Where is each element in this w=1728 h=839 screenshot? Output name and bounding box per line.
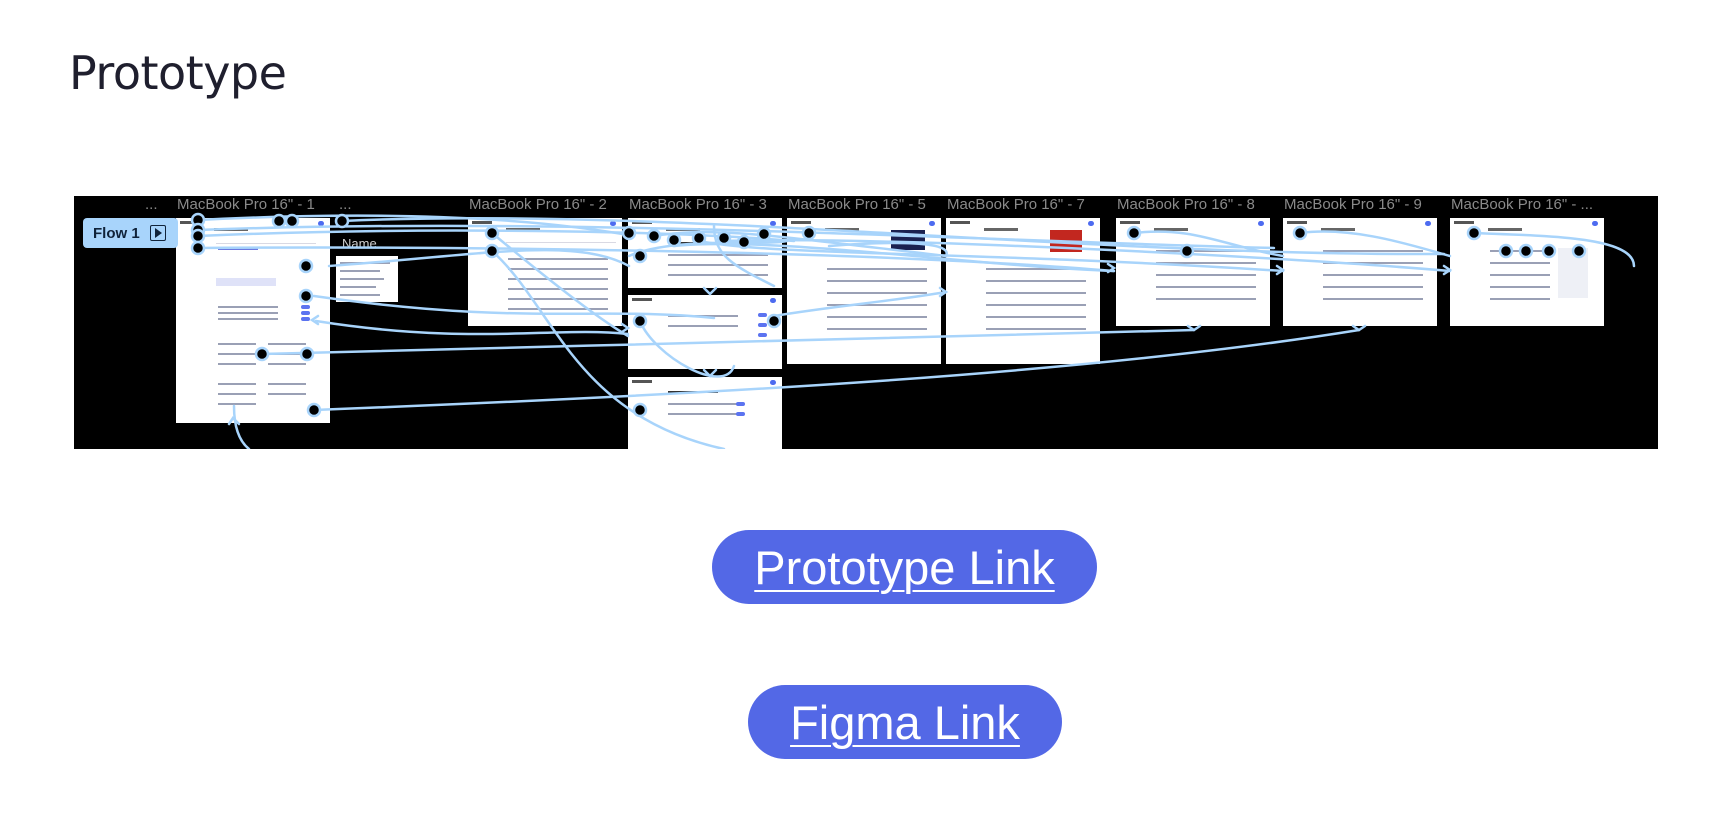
frame-label-7: MacBook Pro 16" - 7: [947, 196, 1085, 213]
prototype-canvas[interactable]: ... MacBook Pro 16" - 1 ... MacBook Pro …: [74, 196, 1658, 449]
prototype-link-button[interactable]: Prototype Link: [712, 530, 1097, 604]
frame-label-ellipsis: ...: [145, 196, 158, 213]
frame-thumbnail-3b[interactable]: [628, 295, 782, 369]
play-icon[interactable]: [149, 225, 166, 241]
frame-label-1: MacBook Pro 16" - 1: [177, 196, 315, 213]
flow-start-badge[interactable]: Flow 1: [83, 218, 178, 248]
frame-label-8: MacBook Pro 16" - 8: [1117, 196, 1255, 213]
figma-link-button[interactable]: Figma Link: [748, 685, 1062, 759]
frame-label-2: MacBook Pro 16" - 2: [469, 196, 607, 213]
flow-label: Flow 1: [93, 224, 140, 242]
frame-label-5: MacBook Pro 16" - 5: [788, 196, 926, 213]
frame-label-3: MacBook Pro 16" - 3: [629, 196, 767, 213]
page-title: Prototype: [69, 46, 287, 100]
prototype-connections: [190, 212, 1636, 449]
frame-thumbnail-9[interactable]: [1283, 218, 1437, 326]
frame-label-9: MacBook Pro 16" - 9: [1284, 196, 1422, 213]
frame-label-ellipsis-2: ...: [339, 196, 352, 213]
frame-label-more: MacBook Pro 16" - ...: [1451, 196, 1594, 213]
